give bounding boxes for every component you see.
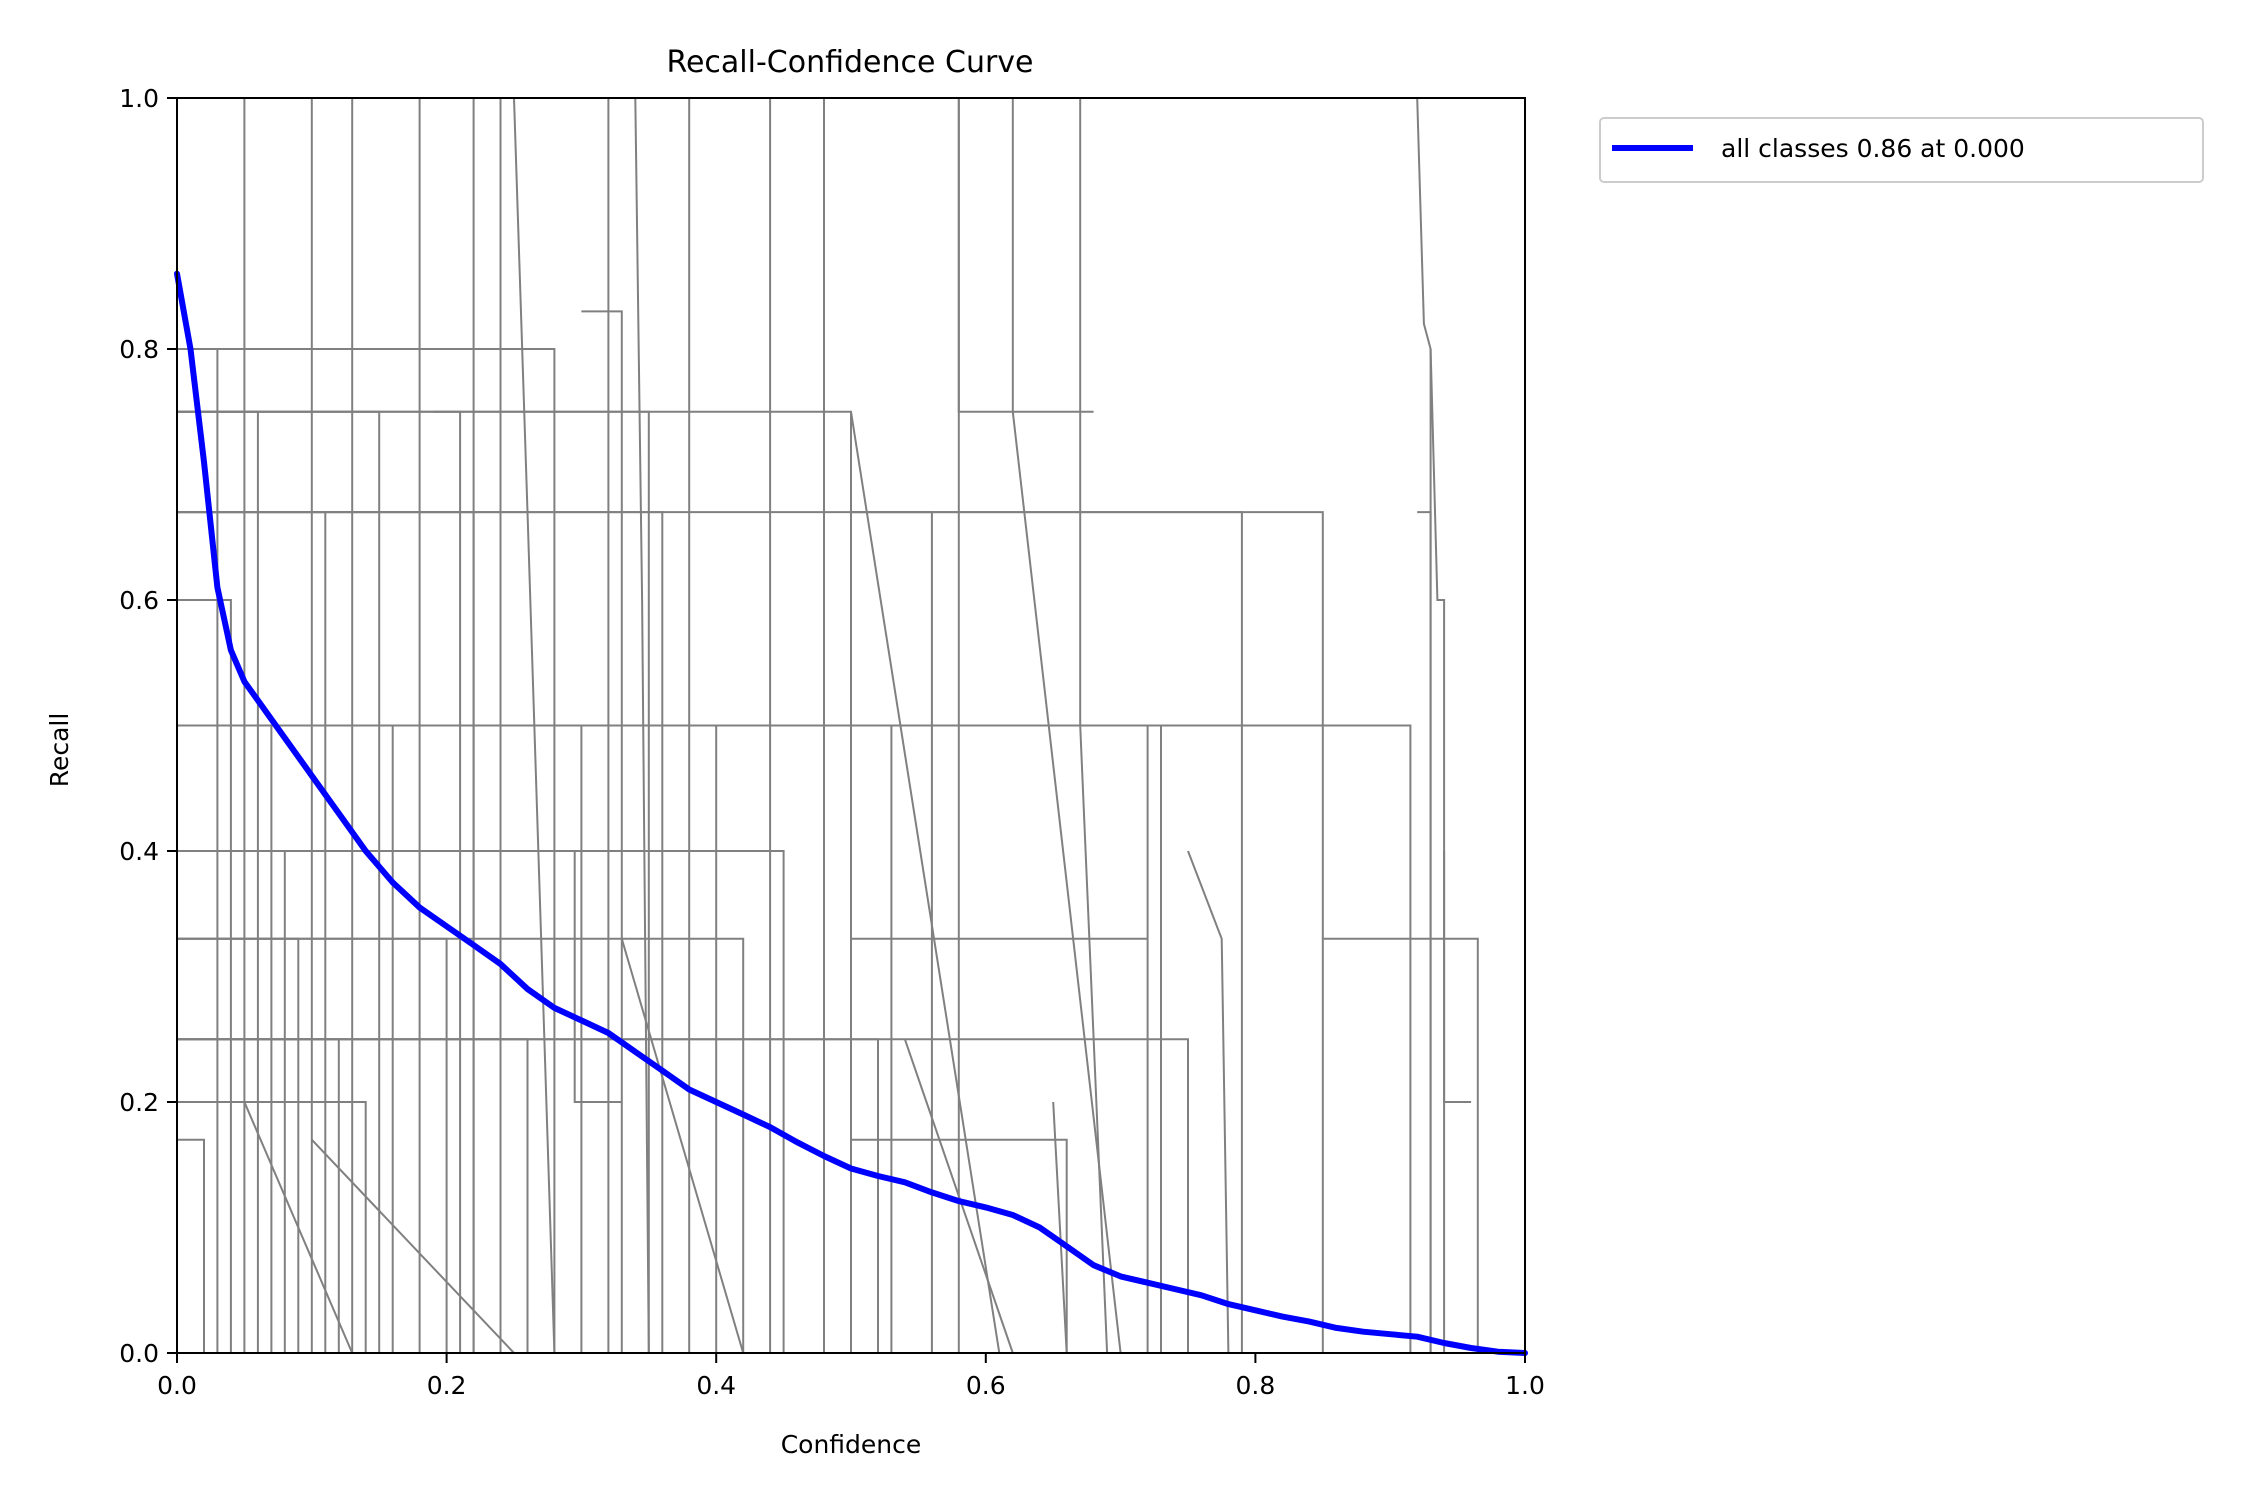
per-class-curve-57 — [1052, 1101, 1068, 1354]
per-class-curve-39 — [850, 411, 1001, 1354]
chart-title: Recall-Confidence Curve — [666, 45, 1033, 80]
legend-box — [1599, 117, 2204, 183]
y-tick-label: 0.8 — [119, 335, 159, 364]
per-class-curve-61 — [634, 97, 650, 1354]
x-tick-label: 0.8 — [1236, 1371, 1276, 1400]
y-axis-label: Recall — [45, 713, 74, 788]
legend: all classes 0.86 at 0.000 — [1599, 117, 2204, 183]
x-tick-label: 0.0 — [157, 1371, 197, 1400]
legend-label-all-classes: all classes 0.86 at 0.000 — [1721, 134, 2025, 163]
per-class-curve-64 — [243, 1101, 354, 1354]
x-tick-label: 0.2 — [427, 1371, 467, 1400]
per-class-curve-55 — [1187, 850, 1230, 1354]
plot-frame — [176, 97, 1526, 1354]
y-tick-label: 0.4 — [119, 837, 159, 866]
per-class-curve-63 — [311, 1139, 515, 1354]
all-classes-curve — [174, 270, 1528, 1356]
per-class-curve-23 — [620, 938, 745, 1354]
x-tick-label: 0.6 — [966, 1371, 1006, 1400]
per-class-curve-56 — [1079, 98, 1109, 1354]
x-axis-label: Confidence — [781, 1430, 922, 1459]
per-class-curve-41 — [903, 1038, 1014, 1354]
per-class-curve-52 — [1429, 348, 1472, 1103]
x-axis-ticks: 0.0 0.2 0.4 0.6 0.8 1.0 — [157, 1353, 1545, 1400]
x-tick-label: 1.0 — [1505, 1371, 1545, 1400]
y-axis-ticks: 0.0 0.2 0.4 0.6 0.8 1.0 — [119, 84, 177, 1368]
y-tick-label: 0.6 — [119, 586, 159, 615]
x-tick-label: 0.4 — [696, 1371, 736, 1400]
per-class-curve-60 — [513, 97, 556, 1354]
y-tick-label: 0.2 — [119, 1088, 159, 1117]
all-classes-curve-group — [174, 270, 1528, 1356]
y-tick-label: 0.0 — [119, 1339, 159, 1368]
y-tick-label: 1.0 — [119, 84, 159, 113]
